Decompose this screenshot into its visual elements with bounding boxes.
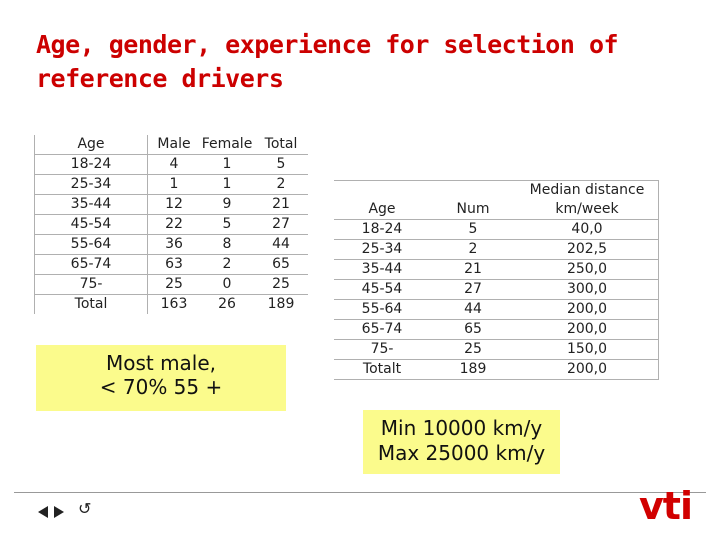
table-row: 75- 25 150,0 bbox=[334, 339, 659, 360]
table-cell: 63 bbox=[147, 254, 200, 275]
table-row: Total 163 26 189 bbox=[34, 294, 308, 314]
table-cell: 27 bbox=[254, 214, 308, 235]
table-cell: 21 bbox=[254, 194, 308, 215]
table-cell: 300,0 bbox=[516, 279, 659, 300]
table-cell: 26 bbox=[200, 294, 254, 314]
table-cell: 55-64 bbox=[34, 234, 148, 255]
header-num: Num bbox=[430, 180, 516, 220]
table-cell: 0 bbox=[200, 274, 254, 295]
table-cell: 25-34 bbox=[334, 239, 430, 260]
header-age: Age bbox=[34, 135, 148, 155]
table-cell: 25 bbox=[254, 274, 308, 295]
table-cell: 2 bbox=[430, 239, 516, 260]
table-cell: 44 bbox=[430, 299, 516, 320]
note-line: Max 25000 km/y bbox=[377, 441, 546, 465]
note-most-male: Most male, < 70% 55 + bbox=[36, 345, 286, 411]
header-total: Total bbox=[254, 135, 308, 155]
age-gender-table: Age Male Female Total 18-24 4 1 5 25-34 1 1 2 … bbox=[34, 135, 308, 314]
table-row: 35-44 21 250,0 bbox=[334, 259, 659, 280]
note-line: Most male, bbox=[105, 351, 217, 375]
note-distance-range: Min 10000 km/y Max 25000 km/y bbox=[363, 410, 560, 474]
table-cell: 40,0 bbox=[516, 219, 659, 240]
table-cell: 4 bbox=[147, 154, 200, 175]
table-cell: 150,0 bbox=[516, 339, 659, 360]
footer-divider bbox=[14, 492, 706, 493]
table-cell: 18-24 bbox=[34, 154, 148, 175]
table-cell: 189 bbox=[254, 294, 308, 314]
table-cell: 12 bbox=[147, 194, 200, 215]
table-header-row: Age Num Median distance km/week bbox=[334, 180, 659, 220]
table-cell: Totalt bbox=[334, 359, 430, 380]
table-row: 45-54 22 5 27 bbox=[34, 214, 308, 235]
table-cell: 65 bbox=[254, 254, 308, 275]
table-cell: 18-24 bbox=[334, 219, 430, 240]
table-cell: 5 bbox=[200, 214, 254, 235]
note-line: Min 10000 km/y bbox=[380, 416, 543, 440]
table-row: 75- 25 0 25 bbox=[34, 274, 308, 295]
table-cell: 35-44 bbox=[34, 194, 148, 215]
table-cell: 75- bbox=[334, 339, 430, 360]
header-age: Age bbox=[334, 180, 430, 220]
table-cell: 35-44 bbox=[334, 259, 430, 280]
table-row: 25-34 2 202,5 bbox=[334, 239, 659, 260]
table-cell: 200,0 bbox=[516, 359, 659, 380]
table-cell: 2 bbox=[254, 174, 308, 195]
table-cell: 27 bbox=[430, 279, 516, 300]
previous-slide-icon[interactable] bbox=[38, 506, 48, 518]
header-female: Female bbox=[200, 135, 254, 155]
header-male: Male bbox=[147, 135, 200, 155]
table-header-row: Age Male Female Total bbox=[34, 135, 308, 155]
table-cell: Total bbox=[34, 294, 148, 314]
table-cell: 1 bbox=[200, 174, 254, 195]
table-cell: 5 bbox=[430, 219, 516, 240]
table-cell: 250,0 bbox=[516, 259, 659, 280]
table-row: 18-24 5 40,0 bbox=[334, 219, 659, 240]
table-cell: 22 bbox=[147, 214, 200, 235]
table-row: 55-64 36 8 44 bbox=[34, 234, 308, 255]
table-cell: 75- bbox=[34, 274, 148, 295]
table-cell: 200,0 bbox=[516, 319, 659, 340]
return-icon[interactable]: ↺ bbox=[78, 499, 92, 518]
table-cell: 189 bbox=[430, 359, 516, 380]
table-cell: 25-34 bbox=[34, 174, 148, 195]
table-cell: 1 bbox=[147, 174, 200, 195]
table-row: 18-24 4 1 5 bbox=[34, 154, 308, 175]
table-row: 65-74 63 2 65 bbox=[34, 254, 308, 275]
table-row: 25-34 1 1 2 bbox=[34, 174, 308, 195]
table-cell: 2 bbox=[200, 254, 254, 275]
table-cell: 65-74 bbox=[34, 254, 148, 275]
table-row: 45-54 27 300,0 bbox=[334, 279, 659, 300]
table-cell: 44 bbox=[254, 234, 308, 255]
table-cell: 55-64 bbox=[334, 299, 430, 320]
vti-logo: vti bbox=[639, 484, 693, 528]
table-cell: 21 bbox=[430, 259, 516, 280]
table-cell: 65 bbox=[430, 319, 516, 340]
table-row: 35-44 12 9 21 bbox=[34, 194, 308, 215]
note-line: < 70% 55 + bbox=[99, 375, 223, 399]
median-distance-table: Age Num Median distance km/week 18-24 5 40… bbox=[334, 180, 659, 380]
table-cell: 200,0 bbox=[516, 299, 659, 320]
table-cell: 8 bbox=[200, 234, 254, 255]
next-slide-icon[interactable] bbox=[54, 506, 64, 518]
table-cell: 9 bbox=[200, 194, 254, 215]
table-cell: 25 bbox=[430, 339, 516, 360]
table-row: Totalt 189 200,0 bbox=[334, 359, 659, 380]
table-cell: 163 bbox=[147, 294, 200, 314]
table-cell: 45-54 bbox=[34, 214, 148, 235]
table-cell: 202,5 bbox=[516, 239, 659, 260]
header-median-distance: Median distance km/week bbox=[516, 180, 659, 220]
slide-title: Age, gender, experience for selection of… bbox=[36, 30, 619, 93]
table-row: 65-74 65 200,0 bbox=[334, 319, 659, 340]
table-cell: 36 bbox=[147, 234, 200, 255]
table-row: 55-64 44 200,0 bbox=[334, 299, 659, 320]
table-cell: 1 bbox=[200, 154, 254, 175]
table-cell: 45-54 bbox=[334, 279, 430, 300]
table-cell: 25 bbox=[147, 274, 200, 295]
table-cell: 65-74 bbox=[334, 319, 430, 340]
table-cell: 5 bbox=[254, 154, 308, 175]
